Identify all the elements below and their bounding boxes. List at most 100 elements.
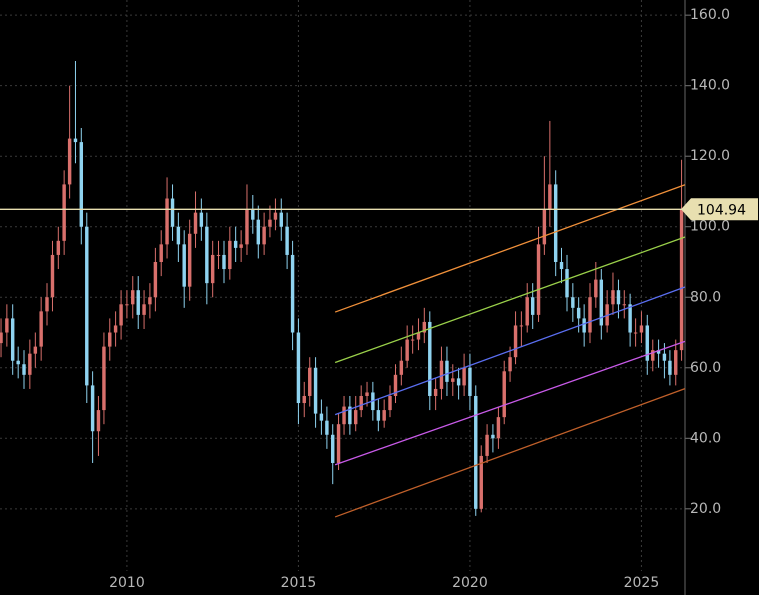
channel-line (334, 340, 686, 466)
candle-body (651, 350, 655, 361)
candle-body (125, 304, 129, 306)
candle-body (216, 254, 221, 256)
candle-body (308, 367, 312, 396)
candle-body (456, 378, 461, 386)
candle-body (0, 332, 3, 344)
candle-body (599, 279, 604, 326)
y-tick-label: 20.0 (690, 501, 721, 517)
candle-body (245, 209, 249, 245)
y-tick-label: 80.0 (690, 289, 721, 305)
y-tick-label: 160.0 (690, 7, 730, 23)
candle-body (342, 406, 346, 425)
candle-body (56, 240, 61, 255)
candle-body (502, 371, 506, 418)
candle-body (365, 392, 369, 396)
candle-body (182, 244, 186, 287)
candle-body (445, 360, 449, 382)
candle-body (273, 212, 278, 220)
candle-body (85, 226, 89, 386)
price-label: 104.94 (697, 202, 746, 218)
candle-body (353, 410, 358, 425)
candle-body (576, 307, 581, 319)
candle-body (16, 360, 20, 365)
candle-body (439, 360, 444, 389)
candle-body (222, 254, 226, 270)
candle-body (645, 325, 649, 361)
candle-body (582, 318, 586, 333)
candle-body (468, 367, 472, 396)
candle-body (210, 254, 215, 284)
candle-body (50, 254, 55, 298)
candle-body (142, 304, 146, 315)
candle-body (90, 385, 95, 432)
candle-body (571, 297, 575, 308)
candle-body (296, 332, 301, 404)
candle-body (153, 261, 158, 298)
candle-body (108, 332, 112, 347)
x-tick-label: 2015 (281, 575, 317, 591)
candle-body (674, 350, 678, 375)
candle-body (479, 455, 483, 509)
candle-body (45, 297, 49, 312)
candle-body (170, 198, 175, 227)
candle-body (336, 424, 341, 463)
candle-body (159, 244, 163, 262)
candle-body (433, 388, 438, 396)
candle-body (416, 332, 421, 340)
candle-body (616, 290, 621, 305)
candle-body (113, 325, 118, 333)
candle-body (319, 413, 324, 421)
candle-body (548, 184, 552, 210)
x-tick-label: 2020 (452, 575, 488, 591)
candle-body (519, 325, 524, 327)
candle-body (28, 353, 32, 375)
candle-body (193, 212, 198, 234)
candle-body (594, 279, 598, 298)
candle-body (382, 410, 386, 421)
channel-line (334, 286, 686, 416)
candle-body (639, 325, 644, 333)
candle-body (668, 360, 672, 375)
y-tick-label: 140.0 (690, 78, 730, 94)
y-tick-label: 40.0 (690, 430, 721, 446)
candle-body (633, 332, 638, 334)
candle-body (325, 420, 329, 435)
candle-body (176, 226, 181, 245)
candle-body (553, 184, 558, 262)
candle-body (251, 209, 255, 220)
candle-body (165, 198, 169, 245)
y-tick-label: 120.0 (690, 148, 730, 164)
y-tick-label: 60.0 (690, 360, 721, 376)
y-tick-label: 100.0 (690, 219, 730, 235)
candle-body (62, 184, 66, 241)
candle-body (410, 339, 415, 341)
candle-body (136, 290, 140, 315)
candle-body (536, 244, 541, 315)
candle-body (428, 321, 432, 396)
candle-body (96, 410, 101, 432)
candle-body (348, 406, 352, 425)
candle-body (39, 311, 43, 347)
channel-line (334, 387, 686, 518)
candle-body (302, 395, 306, 404)
candle-body (474, 395, 478, 509)
candle-body (462, 367, 466, 386)
candle-body (205, 226, 209, 284)
candle-body (565, 269, 569, 298)
candle-body (485, 434, 489, 456)
channel-line (334, 236, 686, 364)
candle-body (662, 353, 667, 361)
candle-body (622, 304, 627, 306)
candle-body (313, 367, 318, 414)
candle-body (148, 297, 152, 305)
x-tick-label: 2025 (624, 575, 660, 591)
candle-body (679, 209, 684, 351)
candle-body (67, 138, 72, 185)
candle-body (405, 339, 409, 361)
x-tick-label: 2010 (109, 575, 145, 591)
candle-body (491, 434, 495, 439)
candle-body (559, 261, 564, 270)
candle-body (290, 254, 295, 333)
candle-body (331, 434, 335, 463)
